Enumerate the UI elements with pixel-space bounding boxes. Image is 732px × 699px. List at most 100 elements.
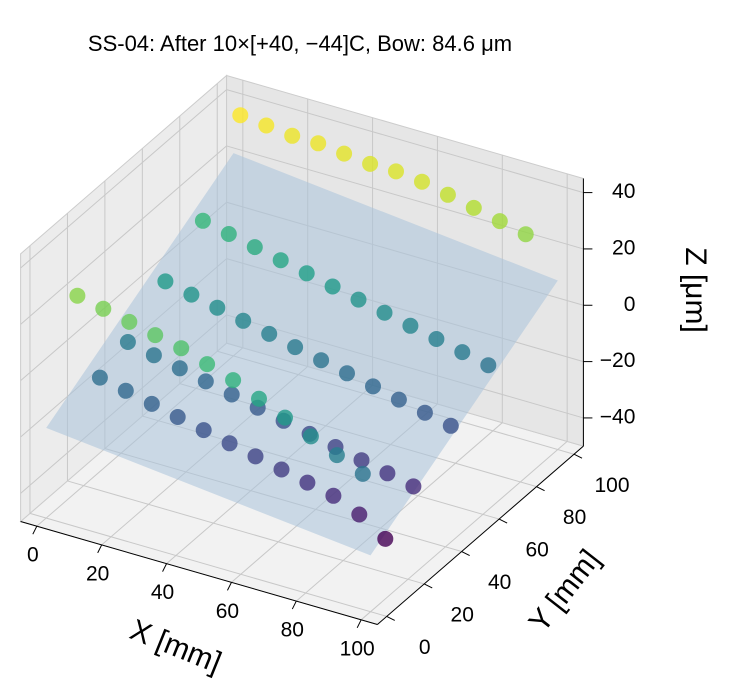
data-point [414,173,430,190]
tick-mark [386,615,395,621]
data-point [517,226,534,243]
y-axis [377,445,584,625]
grid-line [226,89,584,194]
x-axis [20,521,378,625]
tick-mark [32,525,38,535]
x-tick-label: 80 [281,619,304,642]
data-point [353,452,370,469]
grid-line [67,480,425,585]
data-point [350,291,367,308]
data-point [324,278,341,295]
y-tick-label: 20 [451,603,474,626]
data-point [235,312,252,329]
data-point [465,199,482,216]
z-axis-label: Z [μm] [679,247,712,333]
data-point [339,365,355,382]
data-point [251,390,267,407]
data-point [169,409,186,425]
data-point [261,325,278,342]
data-point [299,474,316,491]
data-point [171,360,188,377]
data-point [95,300,112,317]
data-point [379,465,396,482]
data-point [197,373,214,390]
data-point [91,369,108,386]
y-tick-label: 40 [488,571,511,594]
x-tick-label: 0 [27,544,39,567]
data-point [365,378,381,395]
tick-mark [97,544,103,554]
tick-mark [461,551,470,556]
data-point [69,287,86,304]
y-tick-label: 0 [419,636,431,659]
data-point [310,135,327,152]
data-point [351,506,368,523]
x-tick-label: 100 [340,637,375,660]
grid-line [20,145,227,325]
data-point [117,382,134,399]
tick-mark [423,583,433,589]
tick-mark [573,453,583,459]
data-point [273,461,290,478]
tick-mark [226,582,232,591]
data-point [173,340,190,357]
data-point [480,357,497,374]
y-tick-label: 60 [525,539,548,562]
z-tick-label: −20 [600,349,636,372]
data-point [284,127,301,144]
z-tick-label: 0 [624,293,636,316]
x-axis-label: X [mm] [125,613,225,679]
data-point [416,404,433,421]
data-point [119,334,136,350]
data-point [209,299,226,316]
data-point [377,530,394,547]
fit-plane [46,153,558,556]
data-point [302,428,319,445]
y-tick-label: 100 [595,474,630,497]
data-point [388,163,404,180]
data-point [145,347,162,364]
data-point [390,391,407,408]
z-tick-label: 20 [612,236,635,259]
chart-title: SS-04: After 10×[+40, −44]C, Bow: 84.6 μ… [88,31,512,56]
data-point [362,155,379,172]
data-point [157,273,174,290]
grid-line [20,89,227,269]
grid-line [29,512,387,617]
x-tick-label: 40 [151,581,174,604]
data-point [491,213,508,230]
tick-mark [536,486,545,492]
y-tick-label: 80 [563,506,586,529]
x-tick-label: 20 [86,562,109,585]
grid-line [360,441,568,621]
data-point [194,212,211,229]
data-point [121,313,138,330]
data-point [336,145,353,162]
data-point [376,304,393,321]
z-tick-label: −40 [600,405,636,428]
data-point [199,356,216,373]
tick-mark [498,518,508,524]
data-point [195,422,212,439]
x-tick-label: 60 [216,600,239,623]
data-point [313,352,330,369]
data-point [439,186,456,203]
data-point [402,317,419,334]
data-point [143,395,160,412]
data-point [277,409,293,426]
data-point [272,252,289,269]
data-point [442,417,459,434]
data-point [325,487,342,504]
data-point [287,339,304,356]
z-tick-label: 40 [612,180,635,203]
data-point [221,435,238,452]
data-point [328,447,345,464]
data-point [147,327,164,344]
data-point [258,117,275,134]
data-point [405,478,422,495]
data-point [223,386,240,403]
data-point [247,448,264,465]
tick-mark [291,600,297,610]
data-point [428,331,445,347]
